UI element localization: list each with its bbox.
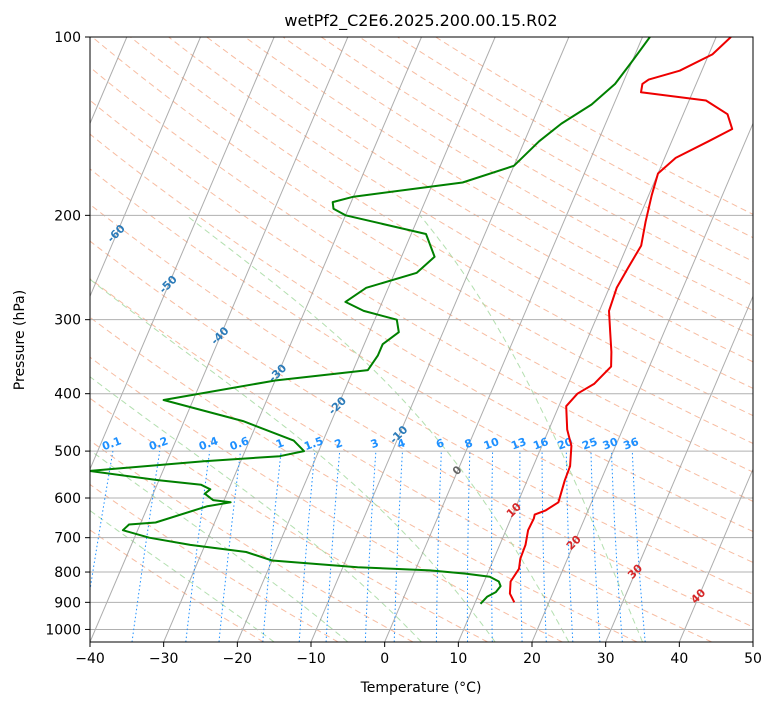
reference-line-labels: 0.10.20.40.611.52346810131620253036-100-… [100, 222, 708, 606]
dry-adiabat [168, 37, 753, 389]
isotherm [310, 37, 570, 642]
isotherm [90, 37, 349, 642]
y-tick-label: 1000 [45, 622, 81, 638]
x-tick-label: −10 [296, 651, 326, 667]
mixing-ratio-label: 10 [482, 435, 501, 453]
reference-lines [90, 37, 753, 642]
y-tick-label: 200 [54, 208, 81, 224]
x-tick-label: 0 [380, 651, 389, 667]
moist-adiabat [90, 376, 422, 642]
mixing-ratio-line [218, 451, 241, 642]
dewpoint-trace [90, 37, 651, 605]
x-tick-label: 40 [670, 651, 688, 667]
y-tick-label: 500 [54, 444, 81, 460]
mixing-ratio-label: 6 [434, 436, 446, 451]
dry-adiabat [90, 133, 753, 533]
x-tick-label: 20 [523, 651, 541, 667]
moist-adiabat [90, 449, 349, 642]
dry-adiabat [90, 356, 563, 642]
plot-frame [89, 36, 754, 643]
isotherm [457, 37, 717, 642]
isotherm [90, 37, 275, 471]
mixing-ratio-label: 4 [395, 436, 407, 451]
dry-adiabat [206, 37, 753, 363]
moist-adiabat [419, 214, 643, 642]
x-axis: −40 −30 −20 −10 0 10 20 30 40 50 [75, 642, 762, 667]
mixing-ratio-label: 3 [369, 436, 381, 451]
moist-adiabat [90, 278, 496, 642]
mixing-ratio-label: 0.1 [100, 434, 123, 453]
isotherm [605, 295, 753, 642]
mixing-ratio-line [90, 451, 114, 594]
dry-adiabat [130, 37, 753, 417]
mixing-ratio-label: 30 [601, 435, 620, 453]
y-tick-label: 400 [54, 387, 81, 403]
isotherm [90, 37, 201, 298]
dry-adiabat [90, 203, 753, 595]
mixing-ratio-label: 16 [531, 435, 550, 453]
isotherm [678, 467, 753, 642]
y-tick-label: 600 [54, 491, 81, 507]
mixing-ratio-line [131, 451, 161, 642]
y-tick-label: 800 [54, 565, 81, 581]
dry-adiabat [90, 316, 638, 642]
x-tick-label: −30 [149, 651, 179, 667]
y-tick-label: 700 [54, 531, 81, 547]
dry-adiabat [90, 66, 753, 473]
mixing-ratio-label: 25 [580, 435, 599, 452]
plot-background [90, 37, 753, 642]
isotherm [163, 37, 422, 642]
mixing-ratio-label: 0.4 [197, 434, 220, 453]
y-tick-label: 300 [54, 313, 81, 329]
dry-adiabat [91, 37, 753, 444]
x-tick-label: −40 [75, 651, 105, 667]
isotherm [384, 37, 643, 642]
x-tick-label: −20 [223, 651, 253, 667]
x-tick-label: 30 [597, 651, 615, 667]
x-tick-label: 10 [449, 651, 467, 667]
mixing-ratio-label: 1.5 [302, 434, 325, 453]
y-axis: 100 200 300 400 500 600 700 800 900 1000 [45, 30, 90, 638]
mixing-ratio-label: 36 [622, 435, 641, 453]
x-axis-label: Temperature (°C) [360, 680, 482, 696]
profile-traces [90, 37, 734, 605]
mixing-ratio-label: 8 [463, 436, 475, 451]
x-tick-label: 50 [744, 651, 762, 667]
mixing-ratio-label: 0.6 [228, 434, 251, 453]
mixing-ratio-label: 1 [274, 436, 286, 451]
dry-adiabat [90, 240, 753, 628]
y-axis-label: Pressure (hPa) [12, 290, 28, 390]
y-tick-label: 900 [54, 595, 81, 611]
isotherm [236, 37, 496, 642]
mixing-ratio-label: 2 [333, 436, 345, 451]
chart-title: wetPf2_C2E6.2025.200.00.15.R02 [284, 11, 557, 31]
y-tick-label: 100 [54, 30, 81, 46]
mixing-ratio-label: 0.2 [147, 434, 170, 453]
temperature-trace [508, 37, 734, 603]
isotherm [531, 122, 753, 642]
mixing-ratio-label: 13 [509, 435, 528, 452]
dry-adiabat [90, 440, 414, 642]
dry-adiabat [90, 168, 753, 563]
